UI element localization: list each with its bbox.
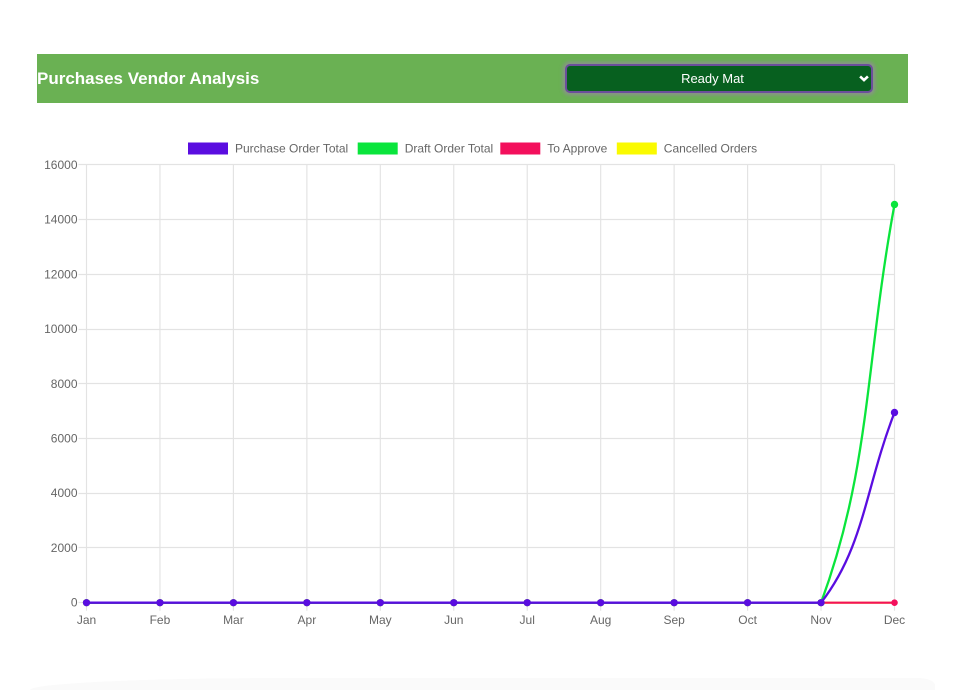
svg-text:Mar: Mar: [223, 613, 244, 627]
svg-text:Oct: Oct: [738, 613, 757, 627]
svg-text:Sep: Sep: [663, 613, 685, 627]
svg-text:4000: 4000: [51, 486, 78, 500]
svg-text:Cancelled Orders: Cancelled Orders: [664, 142, 757, 156]
svg-text:Purchase Order Total: Purchase Order Total: [235, 142, 348, 156]
svg-text:Jun: Jun: [444, 613, 463, 627]
svg-text:0: 0: [71, 596, 78, 610]
svg-text:Feb: Feb: [150, 613, 171, 627]
svg-text:To Approve: To Approve: [547, 142, 607, 156]
svg-text:10000: 10000: [44, 322, 78, 336]
svg-text:Jul: Jul: [520, 613, 535, 627]
svg-text:Nov: Nov: [810, 613, 831, 627]
svg-text:Aug: Aug: [590, 613, 611, 627]
svg-text:6000: 6000: [51, 431, 78, 445]
svg-text:Draft Order Total: Draft Order Total: [405, 142, 493, 156]
svg-text:14000: 14000: [44, 213, 78, 227]
svg-text:12000: 12000: [44, 267, 78, 281]
svg-text:May: May: [369, 613, 392, 627]
svg-text:Dec: Dec: [884, 613, 905, 627]
svg-text:8000: 8000: [51, 377, 78, 391]
svg-text:16000: 16000: [44, 158, 78, 172]
svg-text:Jan: Jan: [77, 613, 96, 627]
svg-text:2000: 2000: [51, 541, 78, 555]
svg-text:Apr: Apr: [298, 613, 317, 627]
